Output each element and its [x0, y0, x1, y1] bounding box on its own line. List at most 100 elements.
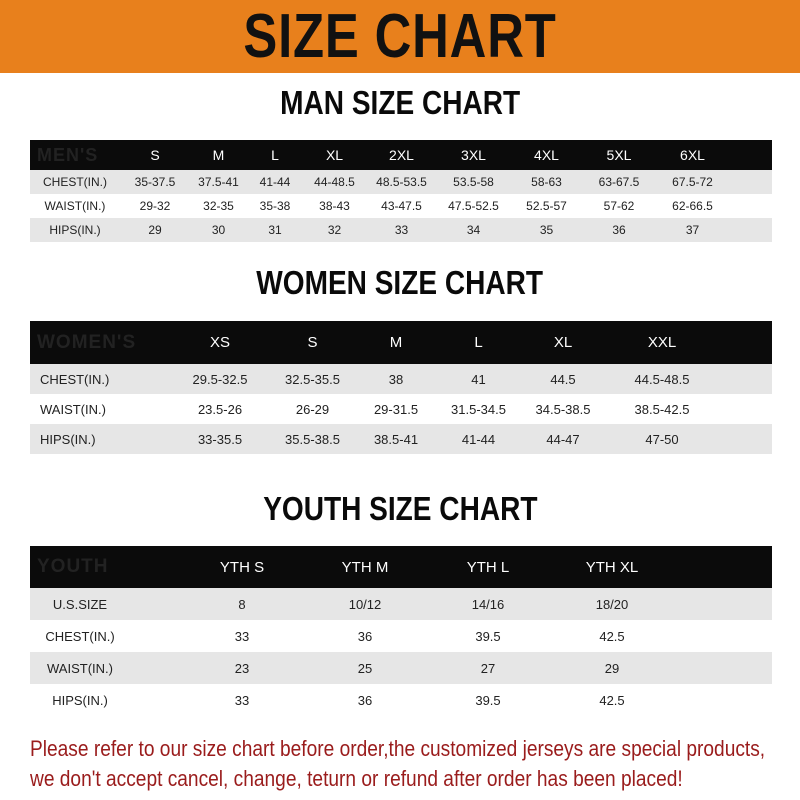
size-header: XL: [325, 147, 344, 163]
size-header: S: [150, 147, 160, 163]
table-cell: 29.5-32.5: [192, 371, 248, 387]
table-cell: 43-47.5: [381, 199, 422, 213]
table-row: HIPS(IN.) 29 30 31 32 33 34 35 36 37: [30, 218, 772, 242]
table-cell: 38-43: [319, 199, 350, 213]
row-label: HIPS(IN.): [49, 223, 101, 237]
women-heading: WOMEN SIZE CHART: [256, 264, 544, 301]
table-cell: 36: [357, 628, 373, 644]
table-cell: 38.5-41: [373, 431, 419, 447]
table-cell: 42.5: [599, 628, 625, 644]
table-cell: 33: [234, 628, 250, 644]
notice-line-2: we don't accept cancel, change, teturn o…: [30, 766, 683, 791]
table-cell: 32: [327, 223, 342, 237]
size-header: M: [389, 334, 403, 351]
table-cell: 41-44: [461, 431, 496, 447]
size-header: 5XL: [606, 147, 632, 163]
table-cell: 32.5-35.5: [285, 371, 340, 387]
table-title: MEN'S: [37, 144, 99, 165]
table-cell: 14/16: [471, 596, 505, 612]
table-cell: 23: [234, 660, 250, 676]
table-cell: 29: [148, 223, 162, 237]
table-cell: 33: [234, 692, 250, 708]
table-cell: 33-35.5: [197, 431, 243, 447]
table-cell: 63-67.5: [598, 175, 640, 189]
title-banner: SIZE CHART: [0, 0, 800, 73]
size-header: 6XL: [680, 147, 705, 163]
table-cell: 38.5-42.5: [634, 401, 690, 417]
table-cell: 44-48.5: [314, 175, 355, 189]
size-header: M: [212, 147, 225, 163]
table-cell: 44.5: [550, 371, 576, 387]
table-cell: 18/20: [595, 596, 629, 612]
table-cell: 57-62: [603, 199, 635, 213]
table-cell: 39.5: [475, 628, 501, 644]
table-cell: 41: [471, 371, 486, 387]
table-cell: 34.5-38.5: [535, 401, 591, 417]
table-title: YOUTH: [37, 556, 109, 577]
table-cell: 53.5-58: [453, 175, 494, 189]
table-cell: 41-44: [259, 175, 291, 189]
header-row: YOUTH YTH S YTH M YTH L YTH XL: [30, 546, 772, 588]
table-cell: 58-63: [531, 175, 562, 189]
table-cell: 34: [466, 223, 481, 237]
row-label: WAIST(IN.): [47, 660, 113, 676]
table-cell: 31.5-34.5: [451, 401, 506, 417]
table-row: WAIST(IN.) 23 25 27 29: [30, 652, 772, 684]
men-size-table: MEN'S S M L XL 2XL 3XL 4XL 5XL 6XL CHEST(IN.) 35-37…: [30, 140, 772, 242]
table-row: HIPS(IN.) 33-35.5 35.5-38.5 38.5-41 41-44 44-…: [30, 424, 772, 454]
row-label: WAIST(IN.): [40, 401, 106, 417]
table-cell: 35: [539, 223, 554, 237]
table-cell: 37: [685, 223, 700, 237]
row-label: CHEST(IN.): [45, 628, 115, 644]
header-row: MEN'S S M L XL 2XL 3XL 4XL 5XL 6XL: [30, 140, 772, 170]
table-row: CHEST(IN.) 29.5-32.5 32.5-35.5 38 41 44.5 44.5…: [30, 364, 772, 394]
table-cell: 31: [268, 223, 282, 237]
table-cell: 44.5-48.5: [634, 371, 690, 387]
table-cell: 33: [394, 223, 409, 237]
table-cell: 67.5-72: [672, 175, 713, 189]
size-header: S: [307, 334, 318, 351]
row-label: U.S.SIZE: [52, 596, 108, 612]
size-header: YTH M: [341, 558, 389, 576]
table-cell: 25: [357, 660, 373, 676]
table-cell: 32-35: [203, 199, 234, 213]
table-row: WAIST(IN.) 23.5-26 26-29 29-31.5 31.5-34.5 34…: [30, 394, 772, 424]
table-cell: 35-38: [259, 199, 291, 213]
size-header: 4XL: [534, 147, 559, 163]
row-label: WAIST(IN.): [44, 199, 106, 213]
table-cell: 27: [480, 660, 496, 676]
table-cell: 42.5: [599, 692, 625, 708]
youth-size-table: YOUTH YTH S YTH M YTH L YTH XL U.S.SIZE 8 10/12…: [30, 546, 772, 716]
row-label: HIPS(IN.): [40, 431, 96, 447]
table-cell: 36: [612, 223, 626, 237]
size-header: XXL: [647, 334, 677, 351]
table-row: U.S.SIZE 8 10/12 14/16 18/20: [30, 588, 772, 620]
size-header: L: [474, 334, 483, 351]
row-label: HIPS(IN.): [52, 692, 108, 708]
table-title: WOMEN'S: [37, 331, 137, 353]
size-header: 2XL: [389, 147, 414, 163]
youth-heading: YOUTH SIZE CHART: [262, 490, 538, 527]
table-cell: 47-50: [645, 431, 679, 447]
table-cell: 35-37.5: [134, 175, 176, 189]
table-row: WAIST(IN.) 29-32 32-35 35-38 38-43 43-47.5 47.…: [30, 194, 772, 218]
table-cell: 23.5-26: [197, 401, 243, 417]
size-header: XS: [209, 334, 230, 351]
order-notice: Please refer to our size chart before or…: [30, 734, 790, 794]
table-row: HIPS(IN.) 33 36 39.5 42.5: [30, 684, 772, 716]
header-row: WOMEN'S XS S M L XL XXL: [30, 321, 772, 364]
row-label: CHEST(IN.): [40, 371, 110, 387]
table-cell: 29: [604, 660, 620, 676]
page-title: SIZE CHART: [243, 2, 557, 71]
size-header: L: [271, 147, 279, 163]
table-cell: 37.5-41: [198, 175, 239, 189]
table-cell: 62-66.5: [672, 199, 713, 213]
row-label: CHEST(IN.): [43, 175, 107, 189]
table-cell: 52.5-57: [526, 199, 567, 213]
size-header: YTH S: [219, 558, 265, 576]
table-row: CHEST(IN.) 35-37.5 37.5-41 41-44 44-48.5 48.5…: [30, 170, 772, 194]
table-cell: 38: [388, 371, 404, 387]
table-cell: 44-47: [546, 431, 580, 447]
size-header: 3XL: [461, 147, 486, 163]
table-cell: 36: [357, 692, 373, 708]
